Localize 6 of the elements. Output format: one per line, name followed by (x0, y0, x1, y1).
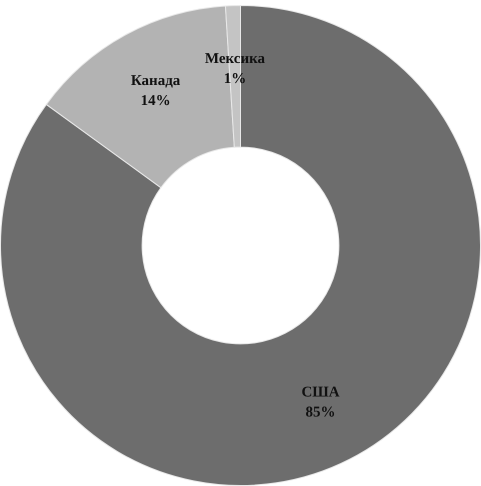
data-label: 85% (306, 404, 336, 420)
slice-label: Канада (130, 72, 181, 89)
data-label: 14% (140, 92, 171, 109)
data-label: 1% (224, 71, 246, 88)
slice-label: США (301, 384, 340, 400)
slice-label: Мексика (204, 51, 266, 68)
